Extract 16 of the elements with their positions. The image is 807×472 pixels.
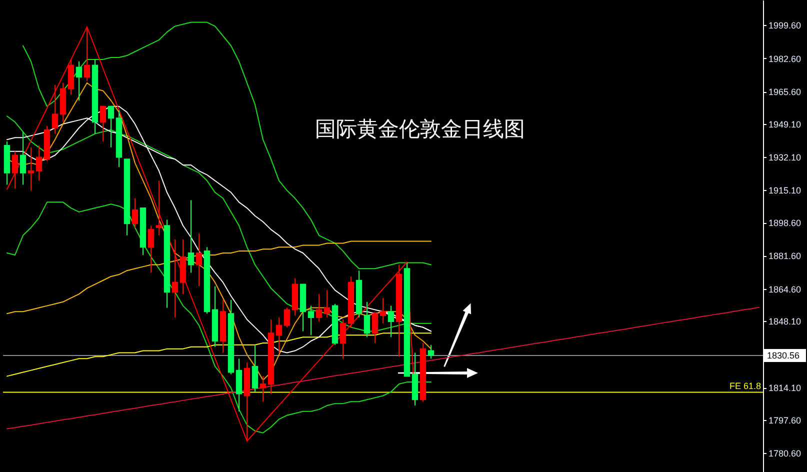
- y-tick-label: 1982.60: [768, 54, 802, 64]
- y-tick-label: 1898.60: [768, 218, 802, 228]
- ref-line-label: 1830.56: [767, 350, 800, 361]
- y-tick-label: 1999.60: [768, 20, 802, 31]
- y-tick-label: 1949.10: [768, 119, 802, 130]
- y-tick-label: 1848.10: [768, 316, 802, 327]
- y-tick-label: 1932.10: [768, 152, 802, 163]
- y-tick-label: 1797.60: [768, 415, 802, 426]
- y-tick-label: 1780.60: [768, 448, 802, 459]
- y-tick-label: 1915.10: [768, 186, 802, 196]
- y-tick-label: 1881.60: [768, 251, 802, 262]
- ref-line-label: FE 61.8: [729, 381, 761, 392]
- text: 国际黄金伦敦金日线图: [315, 117, 525, 141]
- y-tick-label: 1864.60: [768, 284, 802, 294]
- y-tick-label: 1814.10: [768, 383, 802, 394]
- y-tick-label: 1965.60: [768, 87, 802, 98]
